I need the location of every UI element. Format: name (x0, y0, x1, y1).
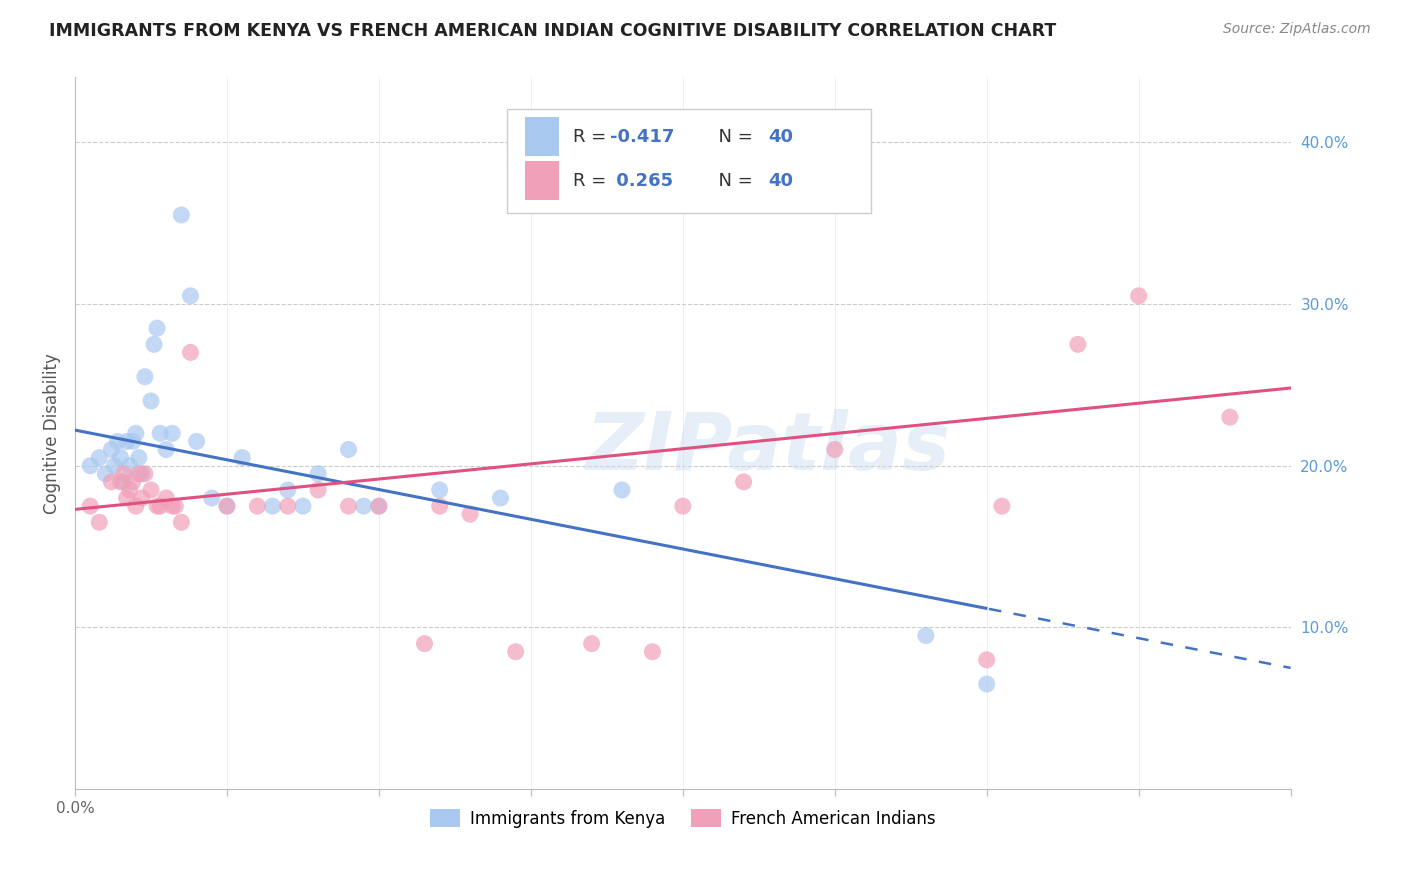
Text: ZIPatlas: ZIPatlas (585, 409, 950, 486)
Point (367, 499, 389, 513)
Point (505, 184, 527, 198)
Point (100, 475, 122, 489)
Point (429, 499, 451, 513)
Point (991, 499, 1014, 513)
Point (915, 628, 938, 642)
Point (143, 337, 166, 351)
Text: Source: ZipAtlas.com: Source: ZipAtlas.com (1223, 22, 1371, 37)
Point (155, 442, 177, 457)
Point (110, 475, 132, 489)
Text: IMMIGRANTS FROM KENYA VS FRENCH AMERICAN INDIAN COGNITIVE DISABILITY CORRELATION: IMMIGRANTS FROM KENYA VS FRENCH AMERICAN… (49, 22, 1056, 40)
Point (89, 516, 111, 530)
Point (131, 467, 153, 481)
Point (179, 345, 201, 359)
Point (976, 653, 998, 667)
Point (413, 637, 436, 651)
Point (186, 434, 208, 449)
Point (162, 426, 184, 441)
Text: 40: 40 (768, 128, 793, 145)
Point (170, 516, 193, 530)
Point (146, 499, 169, 513)
Point (231, 450, 253, 465)
Point (139, 394, 162, 409)
Legend: Immigrants from Kenya, French American Indians: Immigrants from Kenya, French American I… (423, 803, 942, 834)
Point (131, 491, 153, 505)
Point (215, 499, 238, 513)
Point (162, 499, 184, 513)
Point (215, 499, 238, 513)
Y-axis label: Cognitive Disability: Cognitive Disability (44, 353, 60, 514)
Point (103, 458, 125, 473)
Point (149, 499, 172, 513)
Point (112, 475, 135, 489)
Point (179, 289, 201, 303)
Point (277, 483, 299, 497)
Point (134, 467, 156, 481)
Point (79, 458, 101, 473)
Point (277, 499, 299, 513)
Point (824, 442, 846, 457)
Point (128, 450, 150, 465)
Point (307, 467, 329, 481)
Point (489, 491, 512, 505)
Point (118, 458, 141, 473)
Point (121, 434, 143, 449)
Point (1067, 337, 1090, 351)
Point (505, 645, 527, 659)
Point (115, 491, 138, 505)
Point (976, 677, 998, 691)
Point (672, 499, 695, 513)
Point (94, 467, 117, 481)
Point (733, 475, 755, 489)
Point (110, 450, 132, 465)
Point (107, 434, 129, 449)
Point (246, 499, 269, 513)
Point (134, 369, 156, 384)
Point (262, 499, 284, 513)
Text: N =: N = (707, 171, 759, 190)
FancyBboxPatch shape (506, 110, 872, 212)
Point (89, 450, 111, 465)
Text: 0.265: 0.265 (610, 171, 673, 190)
FancyBboxPatch shape (524, 161, 558, 200)
Text: R =: R = (574, 128, 613, 145)
Point (79, 499, 101, 513)
Text: R =: R = (574, 171, 613, 190)
Point (115, 434, 138, 449)
Point (112, 467, 135, 481)
Point (149, 426, 172, 441)
Point (146, 321, 169, 335)
Point (128, 467, 150, 481)
Point (170, 208, 193, 222)
Point (291, 499, 314, 513)
Point (337, 499, 360, 513)
FancyBboxPatch shape (524, 117, 558, 156)
Point (458, 507, 481, 521)
Point (165, 499, 187, 513)
Point (125, 499, 148, 513)
Point (353, 499, 375, 513)
Point (581, 637, 603, 651)
Point (155, 491, 177, 505)
Point (367, 499, 389, 513)
Point (1219, 410, 1241, 425)
Text: N =: N = (707, 128, 759, 145)
Point (201, 491, 224, 505)
Point (121, 475, 143, 489)
Point (139, 483, 162, 497)
Point (610, 483, 633, 497)
Point (641, 645, 664, 659)
Point (118, 483, 141, 497)
Point (125, 426, 148, 441)
Point (337, 442, 360, 457)
Point (100, 442, 122, 457)
Point (307, 483, 329, 497)
Point (429, 483, 451, 497)
Text: -0.417: -0.417 (610, 128, 675, 145)
Point (1128, 289, 1150, 303)
Text: 40: 40 (768, 171, 793, 190)
